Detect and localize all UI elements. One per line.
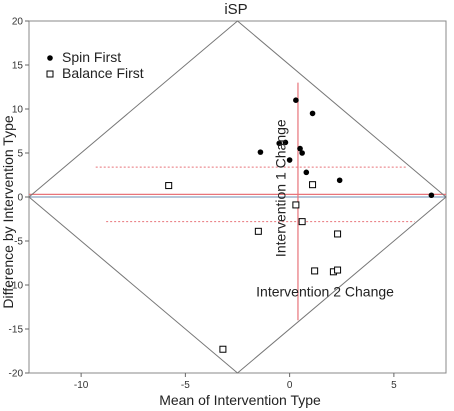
x-tick-label: -5 bbox=[181, 380, 190, 391]
spin-first-point bbox=[257, 149, 264, 155]
balance-first-point bbox=[165, 182, 173, 190]
plot-area: -10 -5 0 5 -20 -15 -10 -5 0 5 10 15 20 Intervention … bbox=[9, 17, 447, 392]
spin-first-point bbox=[428, 192, 435, 199]
balance-first-point bbox=[309, 181, 317, 189]
balance-first-point bbox=[298, 218, 306, 226]
intervention-2-change-label: Intervention 2 Change bbox=[256, 283, 394, 299]
spin-first-point bbox=[297, 145, 303, 152]
y-tick-label: -15 bbox=[9, 325, 24, 336]
y-tick-label: -20 bbox=[9, 369, 24, 380]
x-tick-label: 0 bbox=[287, 380, 293, 391]
spin-first-point bbox=[336, 177, 343, 184]
y-axis-label: Difference by Intervention Type bbox=[0, 115, 16, 308]
spin-first-point bbox=[303, 169, 310, 176]
reference-lines bbox=[29, 82, 446, 321]
x-tick-label: -10 bbox=[74, 380, 89, 391]
y-tick-label: 0 bbox=[17, 193, 23, 204]
chart-title: iSP bbox=[224, 1, 247, 18]
y-tick-label: -10 bbox=[9, 281, 24, 292]
y-tick-label: -5 bbox=[14, 237, 23, 248]
y-tick-label: 5 bbox=[17, 149, 23, 160]
intervention-1-change-label: Intervention 1 Change bbox=[272, 119, 288, 257]
agreement-diamond-outline bbox=[28, 20, 447, 374]
legend-marker-balance-first bbox=[46, 70, 54, 78]
agreement-diamond bbox=[28, 20, 447, 374]
spin-first-point bbox=[299, 150, 305, 156]
spin-first-point bbox=[286, 157, 293, 163]
legend-label: Balance First bbox=[62, 65, 144, 81]
y-tick-label: 15 bbox=[12, 61, 24, 72]
x-tick-label: 5 bbox=[391, 380, 397, 391]
axis-ticks: -10 -5 0 5 -20 -15 -10 -5 0 5 10 15 20 bbox=[9, 17, 398, 392]
spin-first-point bbox=[293, 97, 299, 103]
balance-first-point bbox=[219, 345, 227, 353]
balance-first-point bbox=[334, 266, 342, 274]
spin-first-point bbox=[282, 139, 289, 146]
legend-label: Spin First bbox=[62, 49, 121, 65]
x-axis-label: Mean of Intervention Type bbox=[159, 392, 321, 408]
y-tick-label: 20 bbox=[12, 17, 24, 28]
y-tick-label: 10 bbox=[12, 105, 24, 116]
balance-first-point bbox=[311, 267, 319, 275]
annotations: Intervention 1 Change Intervention 2 Chan… bbox=[256, 119, 394, 299]
balance-first-point bbox=[292, 201, 300, 209]
data-points bbox=[165, 97, 435, 353]
balance-first-point bbox=[254, 227, 262, 235]
spin-first-point bbox=[309, 110, 316, 117]
legend-marker-spin-first bbox=[47, 55, 53, 61]
spin-first-point bbox=[276, 140, 283, 147]
balance-first-point bbox=[334, 230, 342, 238]
